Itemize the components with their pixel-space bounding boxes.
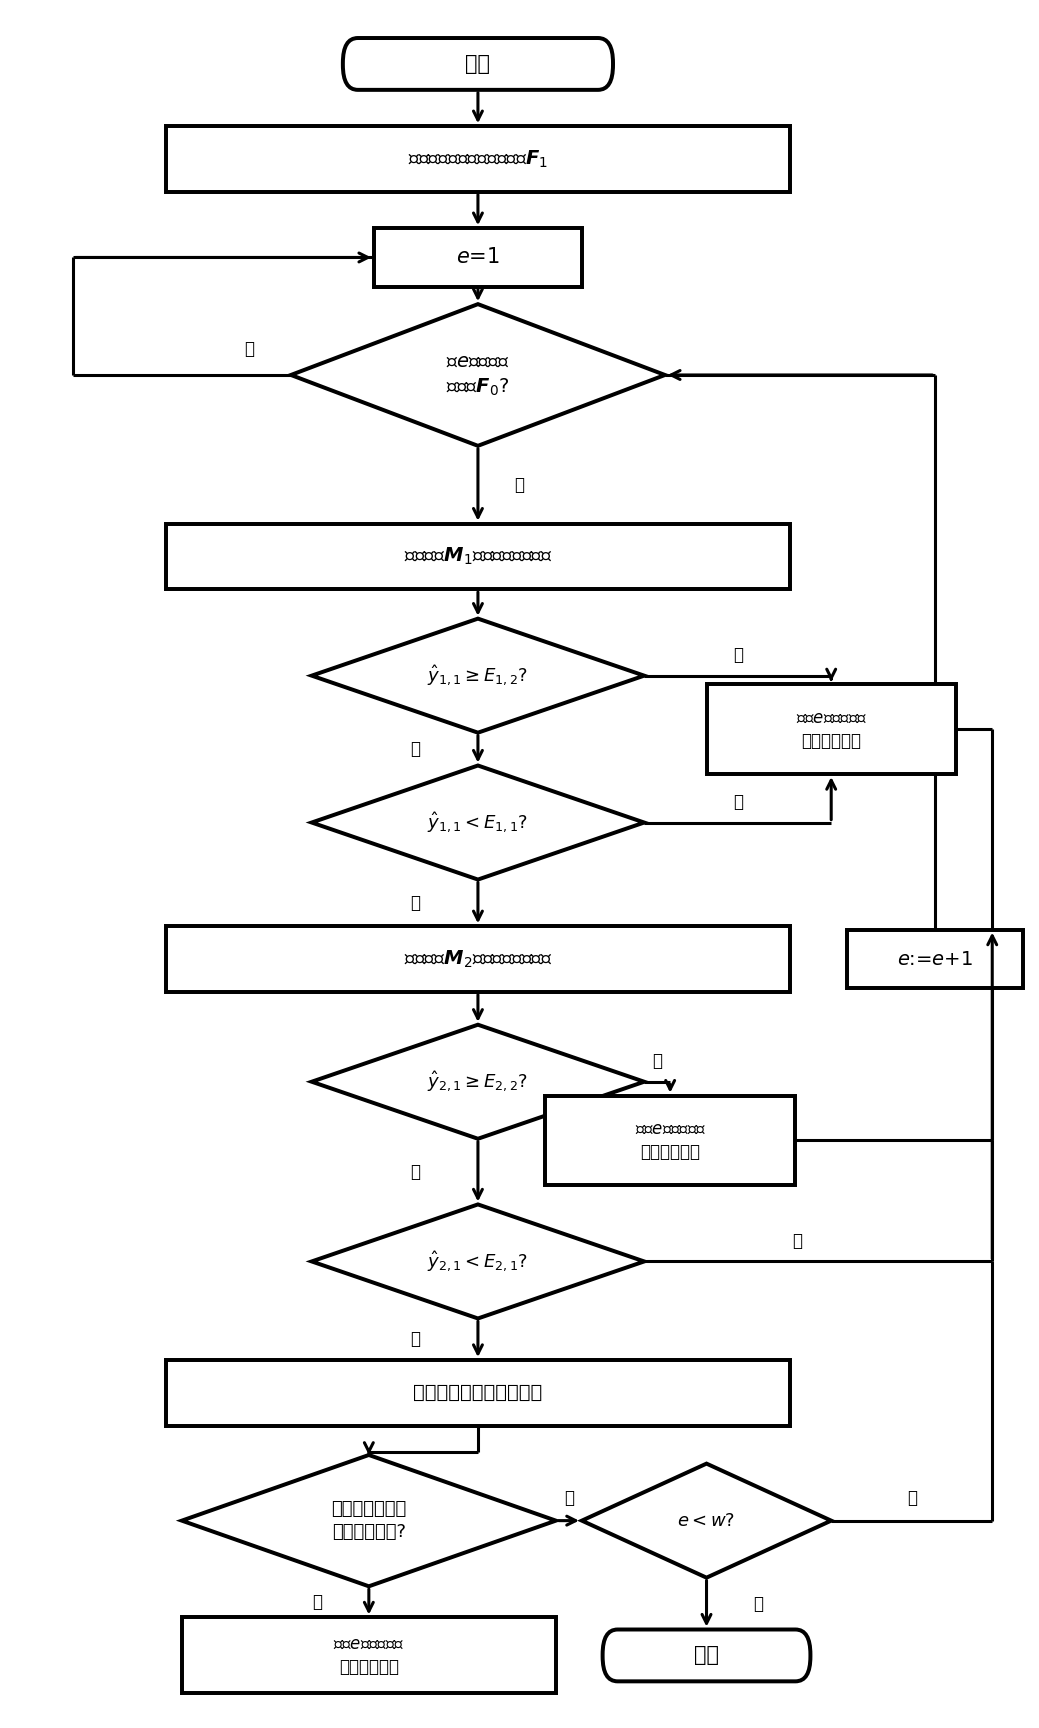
Bar xyxy=(707,684,956,774)
Bar xyxy=(545,1096,795,1185)
Polygon shape xyxy=(312,1025,644,1139)
Text: 结束: 结束 xyxy=(694,1645,719,1666)
Text: 是: 是 xyxy=(907,1490,916,1507)
Text: 获取潮流数据和预设故障集$\boldsymbol{F}_1$: 获取潮流数据和预设故障集$\boldsymbol{F}_1$ xyxy=(407,149,549,169)
Text: 利用模型$\boldsymbol{M}_2$进行暂态稳定评估: 利用模型$\boldsymbol{M}_2$进行暂态稳定评估 xyxy=(403,949,553,969)
Text: 是: 是 xyxy=(514,475,525,494)
Bar xyxy=(847,930,1023,988)
Text: 将第$e$个故障放入
严重故障列表: 将第$e$个故障放入 严重故障列表 xyxy=(635,1120,705,1161)
Text: 否: 否 xyxy=(312,1593,322,1610)
Text: $e$=1: $e$=1 xyxy=(456,247,500,268)
Text: $\hat{y}_{2,1}\geq E_{2,2}$?: $\hat{y}_{2,1}\geq E_{2,2}$? xyxy=(427,1070,529,1094)
FancyBboxPatch shape xyxy=(343,38,613,90)
Text: 是: 是 xyxy=(793,1232,802,1249)
Polygon shape xyxy=(312,766,644,880)
Text: $\hat{y}_{1,1}< E_{1,1}$?: $\hat{y}_{1,1}< E_{1,1}$? xyxy=(427,810,529,835)
Text: 将第$e$个故障放入
严重故障列表: 将第$e$个故障放入 严重故障列表 xyxy=(796,708,867,750)
Text: 否: 否 xyxy=(410,893,421,912)
Text: 仿真计算得到转子角轨迹: 仿真计算得到转子角轨迹 xyxy=(414,1384,542,1401)
Polygon shape xyxy=(582,1464,831,1578)
Bar xyxy=(374,228,582,287)
Polygon shape xyxy=(182,1455,556,1586)
Bar xyxy=(166,126,790,192)
Text: 否: 否 xyxy=(753,1595,764,1612)
Text: $\hat{y}_{1,1}\geq E_{1,2}$?: $\hat{y}_{1,1}\geq E_{1,2}$? xyxy=(427,664,529,688)
Text: 将第$e$个故障放入
严重故障列表: 将第$e$个故障放入 严重故障列表 xyxy=(334,1635,404,1676)
Text: 是: 是 xyxy=(732,646,743,664)
Bar xyxy=(166,1360,790,1426)
Text: 否: 否 xyxy=(410,740,421,759)
Bar xyxy=(166,524,790,589)
Text: 利用模型$\boldsymbol{M}_1$进行暂态稳定评估: 利用模型$\boldsymbol{M}_1$进行暂态稳定评估 xyxy=(403,546,553,567)
Bar xyxy=(166,926,790,992)
Text: 否: 否 xyxy=(244,340,255,358)
Text: 第$e$个故障是
否属于$\boldsymbol{F}_0$?: 第$e$个故障是 否属于$\boldsymbol{F}_0$? xyxy=(446,351,510,399)
Bar xyxy=(182,1617,556,1693)
Text: 是: 是 xyxy=(652,1052,662,1070)
Polygon shape xyxy=(291,304,665,446)
Text: $\hat{y}_{2,1}< E_{2,1}$?: $\hat{y}_{2,1}< E_{2,1}$? xyxy=(427,1249,529,1274)
Text: 否: 否 xyxy=(410,1331,421,1348)
Polygon shape xyxy=(312,619,644,733)
FancyBboxPatch shape xyxy=(603,1630,810,1681)
Text: 电力系统是否能
保持暂态稳定?: 电力系统是否能 保持暂态稳定? xyxy=(331,1500,406,1541)
Text: 是: 是 xyxy=(732,793,743,810)
Text: $e$:=$e$+1: $e$:=$e$+1 xyxy=(897,950,974,968)
Text: 开始: 开始 xyxy=(465,54,490,74)
Polygon shape xyxy=(312,1204,644,1318)
Text: 是: 是 xyxy=(564,1490,574,1507)
Text: 否: 否 xyxy=(410,1163,421,1180)
Text: $e<w$?: $e<w$? xyxy=(677,1512,736,1529)
